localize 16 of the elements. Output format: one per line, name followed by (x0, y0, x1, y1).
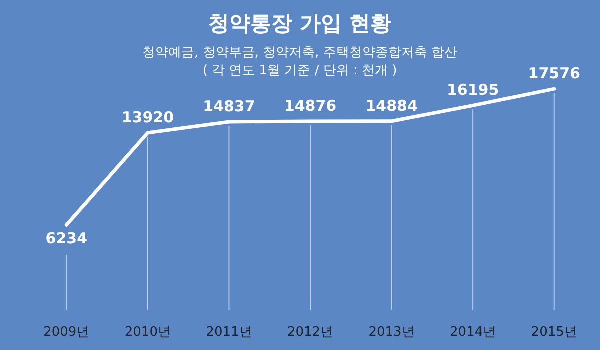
data-label: 14837 (203, 97, 256, 116)
data-label: 14884 (366, 96, 418, 115)
data-label: 13920 (122, 108, 174, 126)
x-tick-label: 2014년 (450, 325, 496, 340)
data-label: 14876 (284, 96, 337, 115)
data-label: 17576 (528, 64, 580, 83)
data-label: 6234 (46, 230, 88, 248)
chart-subtitle: 청약예금, 청약부금, 청약저축, 주택청약종합저축 합산 ( 각 연도 1월 기준 / 단위 : 천개 ) (142, 46, 458, 78)
x-tick-label: 2010년 (124, 325, 171, 340)
x-tick-label: 2015년 (531, 325, 578, 340)
chart-title: 청약통장 가입 현황 (208, 12, 392, 36)
data-label: 16195 (446, 81, 500, 100)
x-tick-label: 2012년 (287, 325, 334, 340)
x-tick-label: 2009년 (44, 325, 90, 340)
x-tick-label: 2011년 (206, 325, 252, 340)
x-tick-label: 2013년 (368, 325, 415, 340)
